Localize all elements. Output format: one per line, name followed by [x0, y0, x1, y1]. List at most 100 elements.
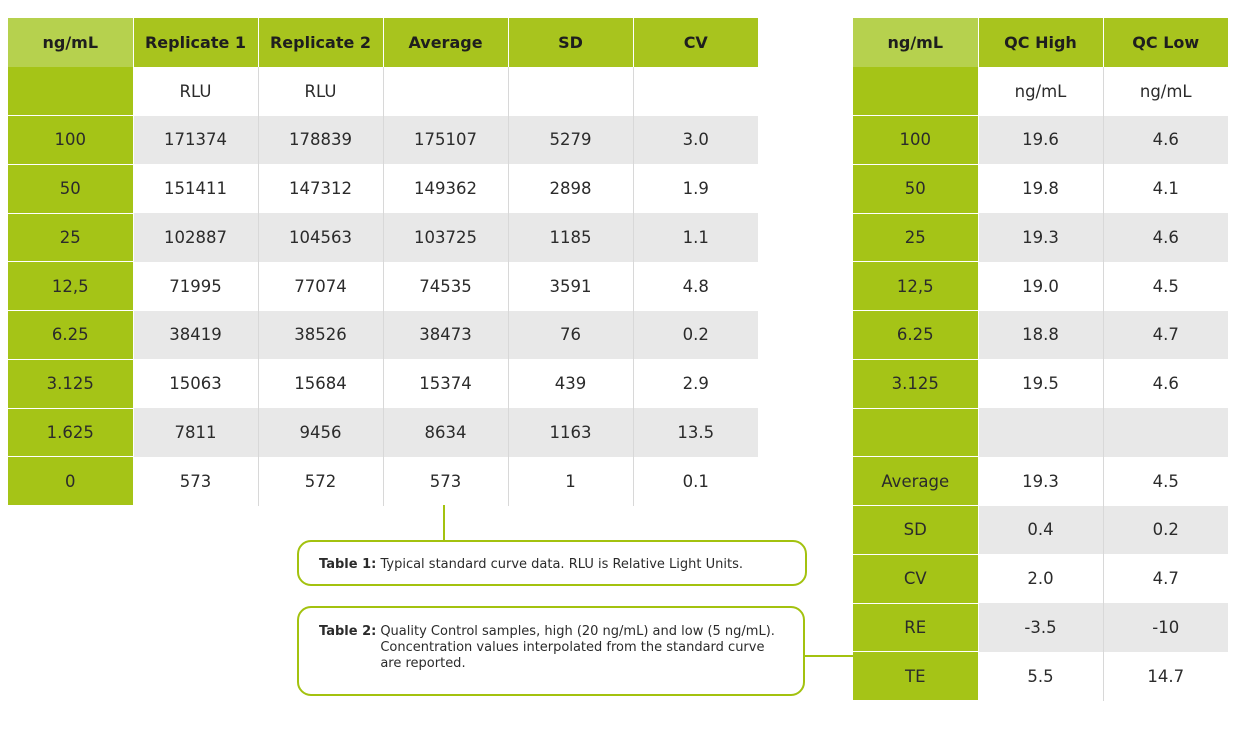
- row-label: 12,5: [8, 261, 134, 311]
- table-cell: 38419: [133, 310, 259, 360]
- table-cell: 4.7: [1103, 554, 1228, 603]
- table-row: [853, 408, 1228, 458]
- table-row: Average 19.3 4.5: [853, 456, 1228, 506]
- row-label: 25: [8, 213, 134, 263]
- table-cell: 71995: [133, 261, 259, 311]
- table-cell: 15063: [133, 359, 259, 408]
- table-row: 3.125 15063 15684 15374 439 2.9: [8, 359, 758, 409]
- table-cell: [1103, 408, 1228, 457]
- unit-cell: ng/mL: [1103, 66, 1228, 116]
- table-row: 50 19.8 4.1: [853, 164, 1228, 214]
- table-cell: 2.0: [978, 554, 1104, 603]
- table-row: 12,5 71995 77074 74535 3591 4.8: [8, 261, 758, 311]
- caption-text: Quality Control samples, high (20 ng/mL)…: [380, 624, 775, 671]
- quality-control-header: ng/mL QC High QC Low: [853, 18, 1228, 67]
- row-label: SD: [853, 505, 979, 555]
- table-cell: 19.8: [978, 164, 1104, 213]
- caption-1-connector: [443, 505, 445, 541]
- quality-control-body: ng/mL ng/mL 100 19.6 4.6 50 19.8 4.1 25 19.3 4.6 12…: [853, 66, 1228, 701]
- row-label: [853, 408, 979, 458]
- row-label: RE: [853, 603, 979, 653]
- header-concentration: ng/mL: [8, 18, 134, 67]
- units-row: RLU RLU: [8, 66, 758, 116]
- row-label: 12,5: [853, 261, 979, 311]
- table-cell: 573: [133, 456, 259, 506]
- units-row: ng/mL ng/mL: [853, 66, 1228, 116]
- table-cell: 19.6: [978, 115, 1104, 165]
- table-row: 0 573 572 573 1 0.1: [8, 456, 758, 506]
- table-cell: -10: [1103, 603, 1228, 652]
- row-label: 6.25: [8, 310, 134, 360]
- row-label: 100: [853, 115, 979, 165]
- table-cell: 1: [508, 456, 634, 506]
- unit-cell: ng/mL: [978, 66, 1104, 116]
- table-row: TE 5.5 14.7: [853, 651, 1228, 701]
- table-cell: 573: [383, 456, 509, 506]
- standard-curve-body: RLU RLU 100 171374 178839 175107 5279 3.0 50 1514…: [8, 66, 758, 506]
- table-cell: [978, 408, 1104, 457]
- caption-text: Typical standard curve data. RLU is Rela…: [380, 557, 743, 572]
- table-cell: 3591: [508, 261, 634, 311]
- unit-cell: RLU: [133, 66, 259, 116]
- table-cell: 3.0: [633, 115, 758, 165]
- table-row: 12,5 19.0 4.5: [853, 261, 1228, 311]
- row-label: 1.625: [8, 408, 134, 458]
- table-row: SD 0.4 0.2: [853, 505, 1228, 555]
- table-cell: 15684: [258, 359, 384, 408]
- table-cell: 19.5: [978, 359, 1104, 408]
- row-label: 3.125: [8, 359, 134, 409]
- table-cell: 19.3: [978, 456, 1104, 506]
- table-cell: 8634: [383, 408, 509, 457]
- table-2-caption: Table 2: Quality Control samples, high (…: [297, 606, 805, 696]
- row-label: 50: [8, 164, 134, 214]
- table-cell: 1163: [508, 408, 634, 457]
- table-row: 3.125 19.5 4.6: [853, 359, 1228, 409]
- unit-cell: [633, 66, 758, 116]
- table-cell: 104563: [258, 213, 384, 262]
- header-replicate-1: Replicate 1: [133, 18, 259, 67]
- unit-cell: [383, 66, 509, 116]
- table-cell: 76: [508, 310, 634, 360]
- table-cell: 2.9: [633, 359, 758, 408]
- caption-2-connector: [805, 655, 853, 657]
- table-cell: 439: [508, 359, 634, 408]
- table-row: 6.25 38419 38526 38473 76 0.2: [8, 310, 758, 360]
- unit-cell: RLU: [258, 66, 384, 116]
- table-cell: 74535: [383, 261, 509, 311]
- table-cell: 13.5: [633, 408, 758, 457]
- table-cell: 4.6: [1103, 115, 1228, 165]
- table-cell: 18.8: [978, 310, 1104, 360]
- header-concentration: ng/mL: [853, 18, 979, 67]
- row-label: CV: [853, 554, 979, 604]
- table-cell: 175107: [383, 115, 509, 165]
- table-1-caption: Table 1: Typical standard curve data. RL…: [297, 540, 807, 586]
- table-cell: 171374: [133, 115, 259, 165]
- table-cell: 4.5: [1103, 261, 1228, 311]
- caption-key: Table 1:: [319, 557, 377, 572]
- table-row: 100 19.6 4.6: [853, 115, 1228, 165]
- table-cell: 5.5: [978, 651, 1104, 701]
- row-label: 6.25: [853, 310, 979, 360]
- table-cell: 103725: [383, 213, 509, 262]
- table-cell: 19.3: [978, 213, 1104, 262]
- table-cell: 0.2: [1103, 505, 1228, 555]
- table-cell: 1.1: [633, 213, 758, 262]
- table-cell: 4.7: [1103, 310, 1228, 360]
- header-average: Average: [383, 18, 509, 67]
- header-qc-low: QC Low: [1103, 18, 1228, 67]
- row-label: 0: [8, 456, 134, 506]
- table-cell: 1185: [508, 213, 634, 262]
- table-row: CV 2.0 4.7: [853, 554, 1228, 604]
- table-row: 100 171374 178839 175107 5279 3.0: [8, 115, 758, 165]
- standard-curve-header: ng/mL Replicate 1 Replicate 2 Average SD…: [8, 18, 758, 67]
- table-cell: 19.0: [978, 261, 1104, 311]
- table-cell: 14.7: [1103, 651, 1228, 701]
- table-cell: 38526: [258, 310, 384, 360]
- table-cell: 4.1: [1103, 164, 1228, 213]
- table-cell: -3.5: [978, 603, 1104, 652]
- table-cell: 102887: [133, 213, 259, 262]
- table-row: 25 19.3 4.6: [853, 213, 1228, 263]
- table-cell: 1.9: [633, 164, 758, 213]
- row-label: Average: [853, 456, 979, 506]
- row-label: TE: [853, 651, 979, 701]
